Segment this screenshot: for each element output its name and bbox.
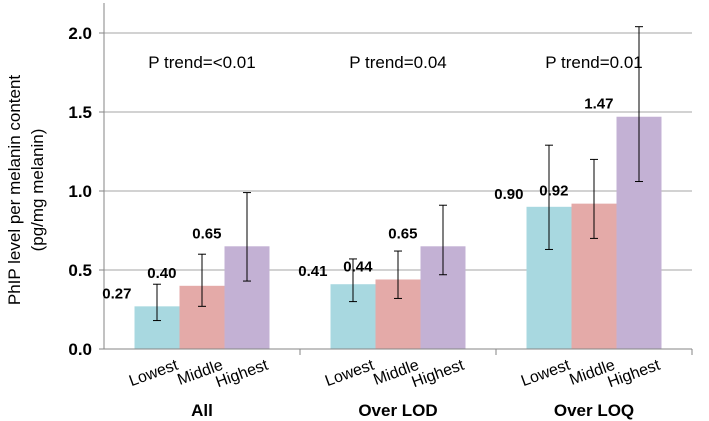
data-label: 0.41 <box>298 263 327 280</box>
axes <box>99 3 693 355</box>
y-tick-label: 1.0 <box>68 182 92 201</box>
y-tick-label: 2.0 <box>68 24 92 43</box>
category-label: Highest <box>606 357 663 392</box>
data-label: 0.65 <box>388 225 417 242</box>
category-label: Highest <box>214 357 271 392</box>
data-label: 0.65 <box>192 225 221 242</box>
group-label: All <box>191 401 213 420</box>
y-axis-title: PhIP level per melanin content <box>5 75 24 306</box>
data-label: 0.27 <box>102 285 131 302</box>
category-label: Highest <box>410 357 467 392</box>
data-label: 0.90 <box>494 186 523 203</box>
p-trend-annotation: P trend=0.04 <box>349 53 447 72</box>
data-label: 0.44 <box>343 258 373 275</box>
category-label: Lowest <box>127 357 181 391</box>
error-bars <box>153 26 643 322</box>
y-tick-label: 1.5 <box>68 103 92 122</box>
p-trend-annotation: P trend=0.01 <box>545 53 643 72</box>
data-label: 1.47 <box>584 96 613 113</box>
group-label: Over LOD <box>358 401 437 420</box>
y-axis-units: (pg/mg melanin) <box>28 129 47 252</box>
data-label: 0.92 <box>539 183 568 200</box>
y-tick-label: 0.0 <box>68 340 92 359</box>
category-label: Lowest <box>519 357 573 391</box>
category-label: Lowest <box>323 357 377 391</box>
y-tick-label: 0.5 <box>68 261 92 280</box>
group-label: Over LOQ <box>554 401 634 420</box>
p-trend-annotation: P trend=<0.01 <box>148 53 255 72</box>
data-label: 0.40 <box>147 265 176 282</box>
